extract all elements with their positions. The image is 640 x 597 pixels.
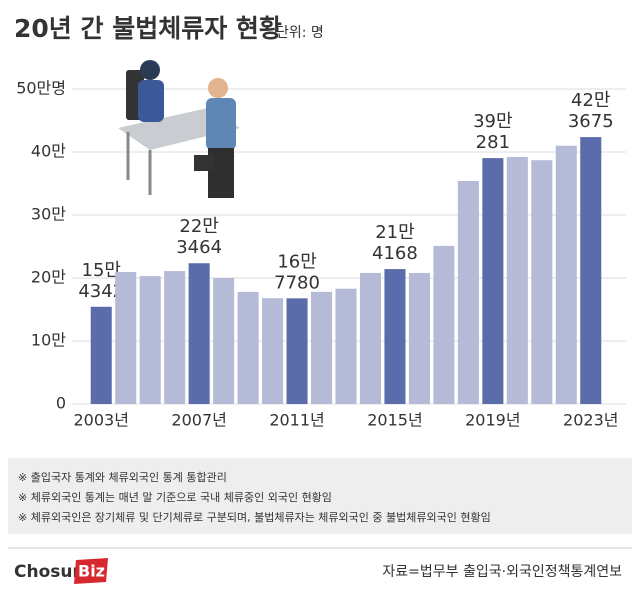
bar <box>286 298 308 404</box>
bar <box>384 269 406 404</box>
bar <box>580 137 602 404</box>
note: ※ 출입국자 통계와 체류외국인 통계 통합관리 <box>18 471 227 484</box>
bar <box>310 291 333 404</box>
y-tick-label: 30만 <box>31 205 66 224</box>
logo: Chosun <box>14 562 85 582</box>
value-label: 22만 3464 <box>176 216 222 258</box>
chart-title: 20년 간 불법체류자 현황 <box>14 14 282 43</box>
y-tick-label: 0 <box>56 394 66 413</box>
bar <box>359 272 382 404</box>
x-tick-label: 2023년 <box>563 411 618 430</box>
bar <box>237 291 259 404</box>
bar <box>506 157 528 404</box>
bar <box>90 306 112 404</box>
illustration <box>118 60 240 198</box>
x-tick-label: 2019년 <box>465 411 520 430</box>
bar <box>139 276 161 404</box>
source: 자료=법무부 출입국·외국인정책통계연보 <box>382 564 622 580</box>
value-label: 39만 281 <box>473 111 512 153</box>
bar <box>335 288 357 404</box>
unit-label: 단위: 명 <box>276 25 324 41</box>
y-tick-label: 20만 <box>31 268 66 287</box>
bar <box>213 278 235 404</box>
bar <box>188 263 210 404</box>
x-tick-label: 2003년 <box>74 411 129 430</box>
y-tick-label: 50만명 <box>16 79 66 98</box>
bar <box>482 158 504 404</box>
bar <box>555 145 577 404</box>
value-label: 16만 7780 <box>274 251 320 293</box>
bar <box>531 160 553 404</box>
x-tick-label: 2007년 <box>171 411 226 430</box>
value-label: 21만 4168 <box>372 222 418 264</box>
value-label: 42만 3675 <box>568 90 614 132</box>
bar <box>408 272 430 404</box>
x-tick-label: 2011년 <box>269 411 324 430</box>
bar <box>164 271 186 404</box>
logo-badge <box>74 558 108 584</box>
bar <box>262 298 284 404</box>
value-label: 15만 4342 <box>78 260 124 302</box>
note: ※ 체류외국인 통계는 매년 말 기준으로 국내 체류중인 외국인 현황임 <box>18 491 332 504</box>
note: ※ 체류외국인은 장기체류 및 단기체류로 구분되며, 불법체류자는 체류외국인… <box>18 511 491 524</box>
bar <box>115 272 137 404</box>
notes-box <box>8 458 632 534</box>
x-tick-label: 2015년 <box>367 411 422 430</box>
logo-accent: Biz <box>78 562 105 581</box>
bar <box>457 180 479 404</box>
y-tick-label: 10만 <box>31 331 66 350</box>
y-tick-label: 40만 <box>31 142 66 161</box>
plot-area: 0 10만 20만 30만 40만 50만명 2003년 15만 4342 2007년 22만 346… <box>16 79 626 430</box>
bar <box>433 245 455 404</box>
